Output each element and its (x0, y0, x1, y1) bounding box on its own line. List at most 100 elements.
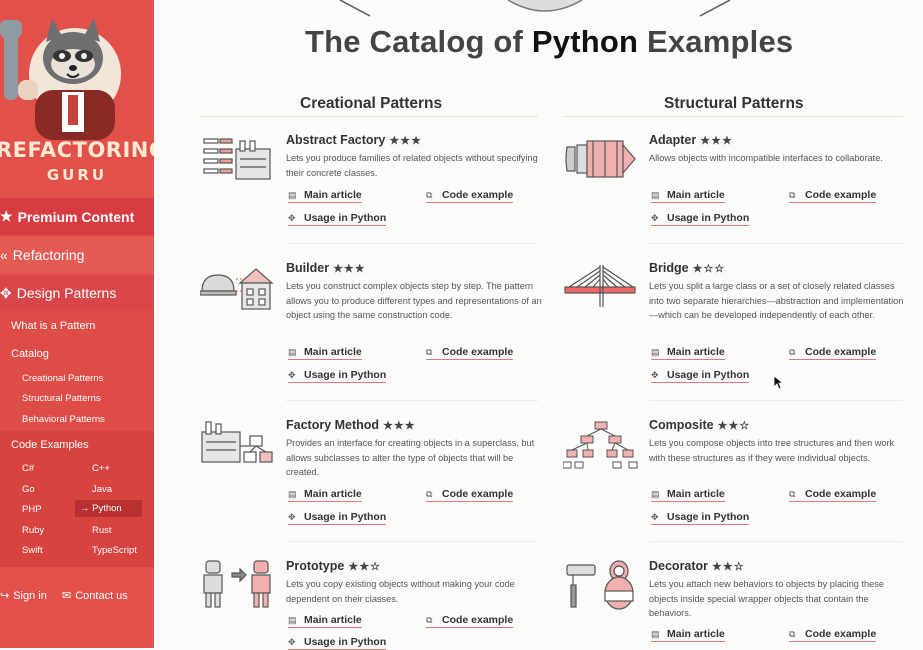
code-examples-submenu: Code Examples C# C++ Go Java PHP → Pytho… (0, 431, 154, 567)
sidebar-item-what-is[interactable]: What is a Pattern (11, 320, 96, 332)
sidebar-item-design-patterns[interactable]: ✥ Design Patterns (0, 275, 154, 311)
usage-icon: ✥ (288, 370, 296, 380)
pattern-name[interactable]: Factory Method ★★★ (286, 418, 416, 432)
lang-swift[interactable]: Swift (22, 545, 43, 556)
refactoring-icon: « (0, 247, 8, 263)
sidebar-item-label: Design Patterns (16, 285, 117, 301)
lang-java[interactable]: Java (92, 484, 113, 495)
code-example-link[interactable]: ⧉ Code example (426, 189, 514, 203)
code-example-link[interactable]: ⧉ Code example (426, 488, 514, 502)
lang-ruby[interactable]: Ruby (22, 525, 45, 536)
usage-icon: ✥ (651, 370, 659, 380)
pattern-name[interactable]: Composite ★★☆ (649, 418, 750, 432)
link-label: Usage in Python (667, 511, 750, 523)
pattern-title[interactable]: Composite (649, 418, 714, 432)
card-divider (649, 541, 903, 542)
sidebar-item-creational[interactable]: Creational Patterns (22, 373, 104, 384)
lang-python-active[interactable]: → Python (75, 500, 142, 517)
section-divider (200, 116, 538, 117)
article-icon: ▤ (288, 615, 297, 625)
pattern-title[interactable]: Bridge (649, 261, 689, 275)
factory-method-icon (201, 421, 273, 463)
usage-link[interactable]: ✥ Usage in Python (288, 511, 387, 525)
pattern-name[interactable]: Decorator ★★☆ (649, 559, 745, 573)
main-article-link[interactable]: ▤ Main article (288, 346, 362, 360)
sidebar-item-structural[interactable]: Structural Patterns (22, 393, 101, 404)
main-article-link[interactable]: ▤ Main article (288, 488, 362, 502)
pattern-description: Lets you split a large class or a set of… (649, 281, 904, 321)
pattern-title[interactable]: Adapter (649, 133, 697, 147)
usage-link[interactable]: ✥ Usage in Python (288, 369, 387, 383)
section-divider (563, 116, 903, 117)
sidebar-item-catalog[interactable]: Catalog (11, 348, 49, 360)
decorator-icon (566, 560, 634, 610)
card-divider (286, 243, 538, 244)
pattern-name[interactable]: Bridge ★☆☆ (649, 261, 725, 275)
code-example-link[interactable]: ⧉ Code example (789, 628, 877, 642)
contact-link[interactable]: ✉ Contact us (62, 589, 128, 603)
main-article-link[interactable]: ▤ Main article (651, 189, 725, 203)
lang-csharp[interactable]: C# (22, 463, 35, 474)
composite-icon (563, 421, 638, 469)
main-article-link[interactable]: ▤ Main article (651, 346, 725, 360)
usage-link[interactable]: ✥ Usage in Python (288, 212, 387, 226)
pattern-description: Lets you attach new behaviors to objects… (649, 579, 884, 619)
sign-in-icon: ↪ (0, 590, 10, 602)
lang-go[interactable]: Go (22, 484, 35, 495)
sidebar-item-premium[interactable]: ★ Premium Content (0, 198, 154, 235)
main-article-link[interactable]: ▤ Main article (288, 614, 362, 628)
sidebar-item-refactoring[interactable]: « Refactoring (0, 237, 154, 273)
logo-text: REFACTORING (0, 138, 154, 162)
builder-icon (200, 268, 274, 310)
code-example-link[interactable]: ⧉ Code example (789, 346, 877, 360)
code-example-link[interactable]: ⧉ Code example (426, 614, 514, 628)
lang-rust[interactable]: Rust (92, 525, 112, 536)
code-file-icon: ⧉ (789, 489, 796, 499)
sidebar-item-behavioral[interactable]: Behavioral Patterns (22, 414, 105, 425)
link-label: Code example (805, 488, 877, 500)
pattern-description: Lets you produce families of related obj… (286, 153, 538, 178)
usage-icon: ✥ (288, 512, 296, 522)
rating-stars: ★★☆ (712, 561, 745, 573)
code-example-link[interactable]: ⧉ Code example (789, 189, 877, 203)
sidebar-item-code-examples[interactable]: Code Examples (11, 439, 89, 451)
pattern-title[interactable]: Decorator (649, 559, 709, 573)
pattern-name[interactable]: Prototype ★★☆ (286, 559, 381, 573)
pattern-description: Lets you copy existing objects without m… (286, 579, 515, 604)
logo[interactable]: REFACTORING GURU (0, 0, 154, 195)
code-example-link[interactable]: ⧉ Code example (789, 488, 877, 502)
link-label: Main article (667, 628, 725, 640)
main-article-link[interactable]: ▤ Main article (651, 628, 725, 642)
title-part: The Catalog of (305, 24, 524, 59)
rating-stars: ★★★ (333, 263, 366, 275)
main-article-link[interactable]: ▤ Main article (651, 488, 725, 502)
usage-icon: ✥ (288, 213, 296, 223)
pattern-name[interactable]: Adapter ★★★ (649, 133, 733, 147)
pattern-title[interactable]: Abstract Factory (286, 133, 386, 147)
pattern-name[interactable]: Abstract Factory ★★★ (286, 133, 422, 147)
lang-cpp[interactable]: C++ (92, 463, 110, 474)
prototype-icon (203, 560, 271, 608)
code-example-link[interactable]: ⧉ Code example (426, 346, 514, 360)
sidebar-item-label: Premium Content (17, 208, 135, 225)
link-label: Main article (304, 189, 362, 201)
code-file-icon: ⧉ (426, 489, 433, 499)
pattern-description: Lets you construct complex objects step … (286, 281, 542, 321)
pattern-title[interactable]: Builder (286, 261, 330, 275)
usage-icon: ✥ (288, 637, 296, 647)
lang-php[interactable]: PHP (22, 504, 42, 515)
usage-link[interactable]: ✥ Usage in Python (651, 369, 750, 383)
article-icon: ▤ (651, 190, 660, 200)
envelope-icon: ✉ (62, 590, 72, 602)
code-file-icon: ⧉ (426, 347, 433, 357)
usage-link[interactable]: ✥ Usage in Python (651, 511, 750, 525)
lang-typescript[interactable]: TypeScript (92, 545, 137, 556)
pattern-title[interactable]: Factory Method (286, 418, 380, 432)
pattern-title[interactable]: Prototype (286, 559, 345, 573)
abstract-factory-icon (203, 138, 271, 180)
link-label: Usage in Python (304, 369, 387, 381)
main-article-link[interactable]: ▤ Main article (288, 189, 362, 203)
sign-in-link[interactable]: ↪ Sign in (0, 589, 47, 603)
pattern-name[interactable]: Builder ★★★ (286, 261, 366, 275)
usage-link[interactable]: ✥ Usage in Python (651, 212, 750, 226)
